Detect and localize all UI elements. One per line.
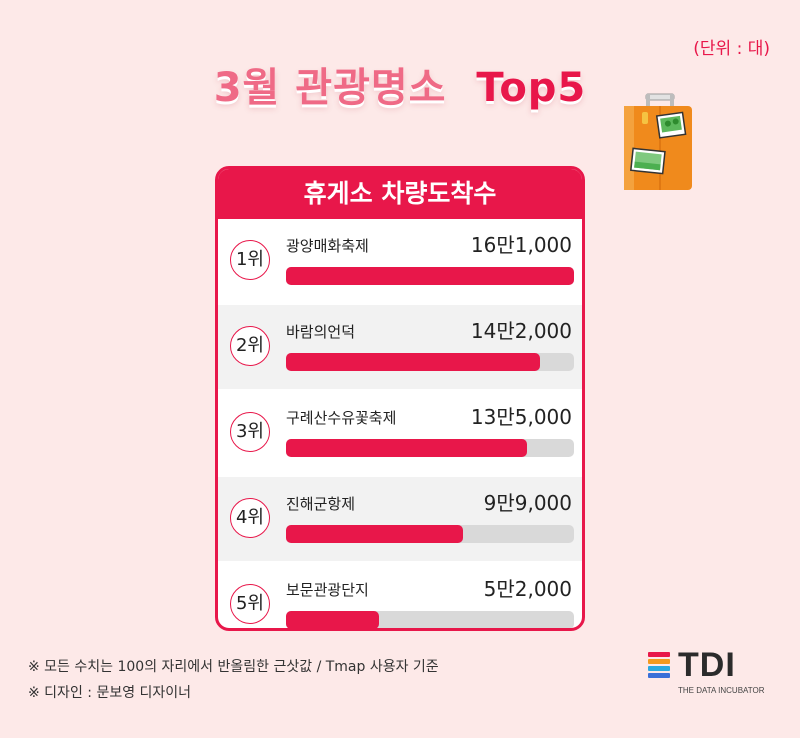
category-label: 구례산수유꽃축제 <box>286 409 397 427</box>
unit-label: (단위 : 대) <box>693 39 770 59</box>
value-label: 16만1,000 <box>470 233 572 257</box>
bar-row: 4위 진해군항제 9만9,000 <box>218 477 582 561</box>
suitcase-icon <box>624 93 692 190</box>
bar-row: 2위 바람의언덕 14만2,000 <box>218 305 582 389</box>
bar <box>286 611 380 628</box>
logo-subtitle: THE DATA INCUBATOR <box>678 686 765 695</box>
logo-text: TDI <box>678 646 736 684</box>
rank-badge: 4위 <box>230 498 270 538</box>
logo-stripe <box>648 673 670 678</box>
value-label: 9만9,000 <box>483 491 572 515</box>
rank-badge: 2위 <box>230 326 270 366</box>
rank-badge: 3위 <box>230 412 270 452</box>
category-label: 광양매화축제 <box>286 237 369 255</box>
category-label: 바람의언덕 <box>286 323 356 341</box>
rank-badge: 5위 <box>230 584 270 624</box>
bar-row: 5위 보문관광단지 5만2,000 <box>218 563 582 628</box>
card-title: 휴게소 차량도착수 <box>218 169 582 219</box>
logo-stripe <box>648 666 670 671</box>
bar <box>286 267 574 285</box>
value-label: 13만5,000 <box>470 405 572 429</box>
title-main: 3월 관광명소 <box>213 65 447 111</box>
bar-row: 1위 광양매화축제 16만1,000 <box>218 219 582 303</box>
bar <box>286 525 464 543</box>
rank-badge: 1위 <box>230 240 270 280</box>
title-accent: Top5 <box>476 65 587 111</box>
bar-track <box>286 353 574 371</box>
bar <box>286 439 528 457</box>
value-label: 5만2,000 <box>483 577 572 601</box>
value-label: 14만2,000 <box>470 319 572 343</box>
page-title: 3월 관광명소 Top5 <box>0 55 800 113</box>
category-label: 보문관광단지 <box>286 581 369 599</box>
footnote: ※ 모든 수치는 100의 자리에서 반올림한 근삿값 / Tmap 사용자 기… <box>28 659 439 675</box>
footnotes: ※ 모든 수치는 100의 자리에서 반올림한 근삿값 / Tmap 사용자 기… <box>28 654 439 706</box>
bar-track <box>286 439 574 457</box>
bar-row: 3위 구례산수유꽃축제 13만5,000 <box>218 391 582 475</box>
chart-card: 휴게소 차량도착수 1위 광양매화축제 16만1,000 2위 바람의언덕 14만2,00… <box>215 166 585 631</box>
logo-stripe <box>648 652 670 657</box>
category-label: 진해군항제 <box>286 495 356 513</box>
footnote: ※ 디자인 : 문보영 디자이너 <box>28 685 192 701</box>
bar-track <box>286 525 574 543</box>
bar <box>286 353 540 371</box>
bar-track <box>286 267 574 285</box>
logo-stripe <box>648 659 670 664</box>
bar-track <box>286 611 574 628</box>
